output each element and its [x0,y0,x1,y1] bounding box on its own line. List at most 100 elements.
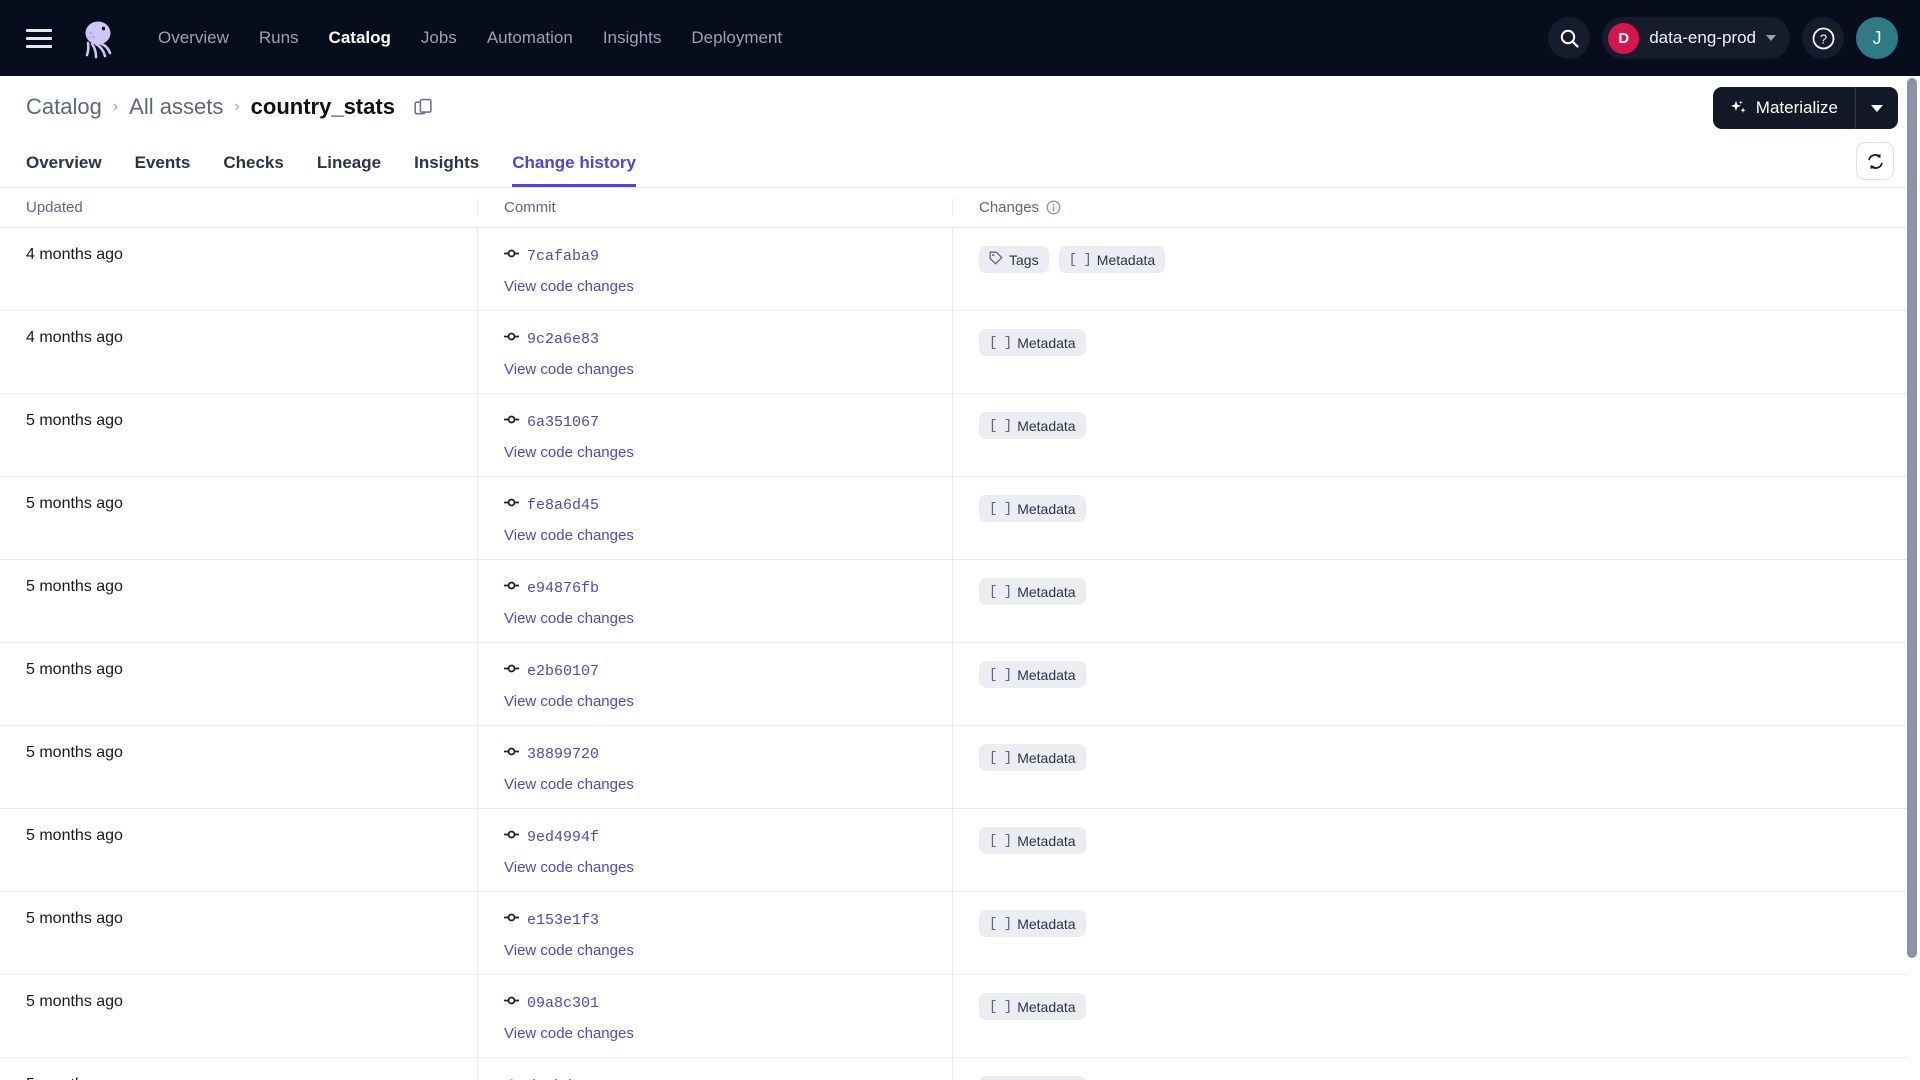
status-badge[interactable]: [ ]Metadata [979,744,1086,771]
nav-link-insights[interactable]: Insights [602,28,662,47]
tab-lineage[interactable]: Lineage [316,153,382,172]
table-body: 4 months ago 7cafaba9 View code changes Tag… [0,228,1908,1080]
user-avatar[interactable]: J [1856,17,1898,59]
badge-label: Metadata [1017,749,1076,766]
status-badge[interactable]: [ ]Metadata [979,329,1086,356]
commit-hash-link[interactable]: e153e1f3 [527,911,600,929]
status-badge[interactable]: [ ]Metadata [979,993,1086,1020]
table-row[interactable]: 5 months ago fe8a6d45 View code changes [ ]… [0,477,1908,560]
table-row[interactable]: 5 months ago e94876fb View code changes [ ]… [0,560,1908,643]
table-row[interactable]: 5 months ago e2b60107 View code changes [ ]… [0,643,1908,726]
tab-overview[interactable]: Overview [26,153,102,172]
column-header-commit[interactable]: Commit [477,199,952,216]
status-badge[interactable]: [ ]Metadata [979,495,1086,522]
breadcrumb-item-all-assets[interactable]: All assets [129,94,224,119]
table-row[interactable]: 5 months ago e153e1f3 View code changes [ ]… [0,892,1908,975]
git-commit-icon [503,664,520,673]
cell-commit: e2b60107 View code changes [477,643,952,725]
cell-commit: 9c2a6e83 View code changes [477,311,952,393]
view-code-changes-link[interactable]: View code changes [504,1025,634,1042]
copy-icon[interactable] [414,98,433,117]
help-circle-icon[interactable]: ? [1802,17,1844,59]
badge-label: Metadata [1096,251,1156,268]
cell-updated: 5 months ago [0,477,477,559]
change-badges: [ ] Metadata [979,744,1908,771]
git-commit-icon [503,578,520,598]
updated-timestamp: 5 months ago [26,661,123,678]
cell-commit: d0abda02View code changes [477,1058,952,1080]
tab-checks[interactable]: Checks [223,153,284,172]
view-code-changes-link[interactable]: View code changes [504,942,634,959]
brackets-icon: [ ] [989,417,1012,434]
view-code-changes-link[interactable]: View code changes [504,610,634,627]
badge-label: Metadata [1017,417,1076,434]
view-code-changes-link[interactable]: View code changes [504,361,634,378]
commit-hash-link[interactable]: 9c2a6e83 [527,330,600,348]
breadcrumb-item-catalog[interactable]: Catalog [26,94,102,119]
commit-hash-link[interactable]: e94876fb [527,579,600,597]
commit-hash-link[interactable]: fe8a6d45 [527,496,600,514]
tab-events[interactable]: Events [134,153,191,172]
table-row[interactable]: 5 months ago 38899720 View code changes [ ]… [0,726,1908,809]
column-header-changes[interactable]: Changes [952,199,1908,216]
status-badge[interactable]: [ ]Metadata [979,827,1086,854]
tab-change-history[interactable]: Change history [512,153,637,187]
view-code-changes-link[interactable]: View code changes [504,444,634,461]
status-badge[interactable]: [ ]Metadata [979,578,1086,605]
tab-insights[interactable]: Insights [414,153,480,172]
organization-selector[interactable]: D data-eng-prod [1602,17,1790,59]
status-badge[interactable]: [ ] Metadata [979,412,1086,439]
top-navigation-bar: Overview Runs Catalog Jobs Automation In… [0,0,1920,76]
view-code-changes-link[interactable]: View code changes [504,693,634,710]
table-row[interactable]: 5 months ago 9ed4994f View code changes [ ]… [0,809,1908,892]
org-name-label: data-eng-prod [1649,28,1756,47]
view-code-changes-link[interactable]: View code changes [504,776,634,793]
commit-hash-link[interactable]: 9ed4994f [527,828,600,846]
table-row[interactable]: 4 months ago 7cafaba9 View code changes Tag… [0,228,1908,311]
status-badge[interactable]: Tags [979,246,1049,273]
table-row[interactable]: 4 months ago 9c2a6e83 View code changes [ ]… [0,311,1908,394]
view-code-changes-link[interactable]: View code changes [504,859,634,876]
commit-hash-link[interactable]: 7cafaba9 [527,247,600,265]
hamburger-icon[interactable] [26,28,52,48]
scrollbar-thumb[interactable] [1907,78,1917,958]
view-code-changes-link[interactable]: View code changes [504,278,634,295]
materialize-button[interactable]: Materialize [1713,87,1856,129]
status-badge[interactable]: [ ]Metadata [979,1076,1086,1080]
column-header-updated[interactable]: Updated [26,199,83,216]
nav-link-overview[interactable]: Overview [158,28,229,47]
commit-hash-link[interactable]: 09a8c301 [527,994,600,1012]
git-commit-icon [509,1079,514,1080]
commit-hash-link[interactable]: d0abda02 [527,1078,599,1080]
search-icon[interactable] [1548,17,1591,59]
table-row[interactable]: 5 months agod0abda02View code changes [ ]… [0,1058,1908,1080]
status-badge[interactable]: [ ]Metadata [979,661,1086,688]
svg-text:?: ? [1819,31,1826,46]
updated-timestamp: 5 months ago [26,910,123,927]
refresh-icon[interactable] [1856,142,1894,180]
status-badge[interactable]: [ ]Metadata [1058,246,1166,273]
nav-link-deployment[interactable]: Deployment [691,28,783,47]
table-row[interactable]: 5 months ago 6a351067 View code changes [ ]… [0,394,1908,477]
commit-hash-link[interactable]: 38899720 [527,745,600,763]
materialize-button-group[interactable]: Materialize [1712,87,1898,129]
table-row[interactable]: 5 months ago 09a8c301 View code changes [ ]… [0,975,1908,1058]
commit-hash-link[interactable]: 6a351067 [527,413,600,431]
cell-changes: [ ] Metadata [952,643,1908,725]
nav-link-catalog[interactable]: Catalog [328,28,391,47]
view-code-changes-link[interactable]: View code changes [504,527,634,544]
git-commit-icon [503,993,520,1013]
status-badge[interactable]: [ ]Metadata [979,910,1086,937]
nav-link-runs[interactable]: Runs [258,28,299,47]
dagster-logo-icon[interactable] [78,16,122,60]
git-commit-icon [503,332,520,341]
git-commit-icon [503,495,520,515]
updated-timestamp: 5 months ago [26,827,123,844]
materialize-dropdown-toggle[interactable] [1856,87,1898,129]
commit-hash-link[interactable]: e2b60107 [527,662,600,680]
cell-changes: [ ] Metadata [952,477,1908,559]
vertical-scrollbar[interactable] [1907,78,1917,1078]
nav-link-jobs[interactable]: Jobs [420,28,457,47]
badge-label: Metadata [1017,915,1076,932]
nav-link-automation[interactable]: Automation [486,28,573,47]
